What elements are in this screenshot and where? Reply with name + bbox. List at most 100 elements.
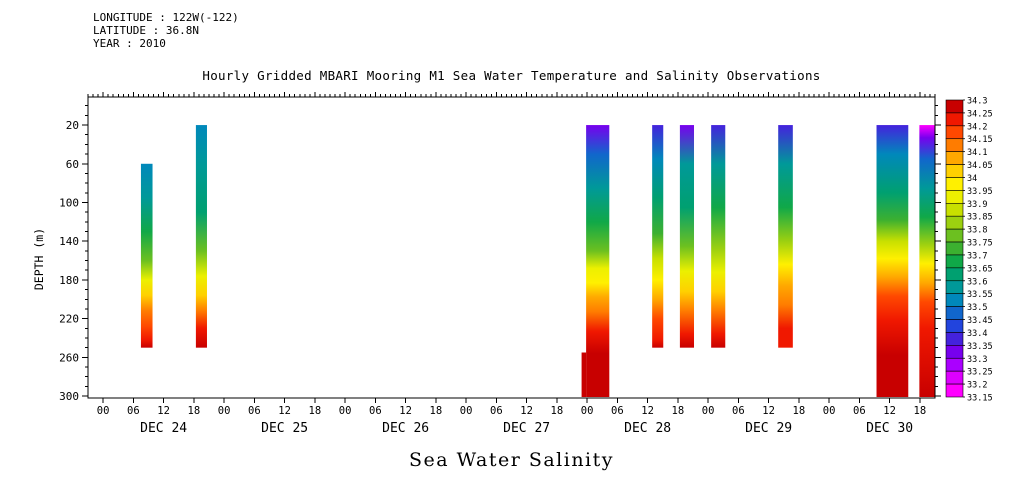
day-label: DEC 30 bbox=[866, 421, 913, 436]
depth-tick-label: 260 bbox=[59, 351, 79, 364]
hour-tick-label: 06 bbox=[732, 405, 745, 417]
colorbar-cell bbox=[945, 112, 964, 127]
depth-tick-label: 140 bbox=[59, 235, 79, 248]
plot-title: Hourly Gridded MBARI Mooring M1 Sea Wate… bbox=[202, 68, 821, 83]
colorbar-label: 34.15 bbox=[967, 135, 993, 145]
colorbar-label: 33.65 bbox=[967, 264, 993, 274]
hour-tick-label: 00 bbox=[823, 405, 836, 417]
depth-tick-label: 300 bbox=[59, 390, 79, 403]
colorbar-label: 33.55 bbox=[967, 290, 993, 300]
data-column bbox=[140, 163, 153, 348]
colorbar-label: 33.9 bbox=[967, 200, 987, 210]
colorbar-label: 33.4 bbox=[967, 329, 987, 339]
hour-tick-label: 18 bbox=[309, 405, 322, 417]
colorbar-label: 33.15 bbox=[967, 394, 993, 404]
depth-tick-label: 20 bbox=[66, 119, 79, 132]
hour-tick-label: 00 bbox=[460, 405, 473, 417]
hour-tick-label: 18 bbox=[188, 405, 201, 417]
hour-tick-label: 00 bbox=[581, 405, 594, 417]
hour-tick-label: 12 bbox=[762, 405, 775, 417]
data-column bbox=[581, 352, 587, 398]
hour-tick-label: 00 bbox=[97, 405, 110, 417]
colorbar-cell bbox=[945, 215, 964, 230]
data-column bbox=[586, 125, 610, 398]
colorbar-label: 33.35 bbox=[967, 342, 993, 352]
colorbar-cell bbox=[945, 306, 964, 320]
hour-tick-label: 18 bbox=[914, 405, 927, 417]
colorbar-cell bbox=[945, 151, 964, 165]
colorbar-label: 33.2 bbox=[967, 381, 987, 391]
day-label: DEC 27 bbox=[503, 421, 550, 436]
data-column bbox=[778, 125, 793, 348]
hour-tick-label: 06 bbox=[853, 405, 866, 417]
colorbar-cell bbox=[945, 332, 964, 346]
hour-tick-label: 18 bbox=[793, 405, 806, 417]
colorbar-cell bbox=[945, 164, 964, 178]
hour-tick-label: 06 bbox=[611, 405, 624, 417]
plot-box bbox=[87, 96, 936, 399]
day-label: DEC 26 bbox=[382, 421, 429, 436]
hour-tick-label: 00 bbox=[339, 405, 352, 417]
data-column bbox=[919, 125, 935, 398]
depth-tick-label: 180 bbox=[59, 274, 79, 287]
colorbar-cell bbox=[945, 383, 964, 398]
colorbar-cell bbox=[945, 177, 964, 191]
colorbar-label: 33.7 bbox=[967, 251, 987, 261]
hour-tick-label: 06 bbox=[127, 405, 140, 417]
colorbar-label: 33.85 bbox=[967, 213, 993, 223]
colorbar-cell bbox=[945, 280, 964, 294]
colorbar-cell bbox=[945, 138, 964, 152]
day-label: DEC 29 bbox=[745, 421, 792, 436]
depth-tick-label: 220 bbox=[59, 313, 79, 326]
colorbar-cell bbox=[945, 370, 964, 385]
hour-tick-label: 12 bbox=[520, 405, 533, 417]
colorbar-cell bbox=[945, 319, 964, 333]
colorbar-cell bbox=[945, 345, 964, 359]
colorbar-cell bbox=[945, 267, 964, 282]
hour-tick-label: 18 bbox=[551, 405, 564, 417]
hour-tick-label: 06 bbox=[369, 405, 382, 417]
colorbar-cell bbox=[945, 293, 964, 307]
hour-tick-label: 12 bbox=[641, 405, 654, 417]
colorbar-label: 34.05 bbox=[967, 161, 993, 171]
colorbar-cell bbox=[945, 254, 964, 269]
colorbar-cell bbox=[945, 190, 964, 204]
location-info: LONGITUDE : 122W(-122) LATITUDE : 36.8N … bbox=[93, 11, 239, 50]
longitude-text: LONGITUDE : 122W(-122) bbox=[93, 11, 239, 24]
colorbar-label: 34.1 bbox=[967, 148, 987, 158]
colorbar-label: 34.25 bbox=[967, 109, 993, 119]
colorbar-cell bbox=[945, 125, 964, 140]
hour-tick-label: 06 bbox=[490, 405, 503, 417]
colorbar-cell bbox=[945, 203, 964, 217]
colorbar-label: 33.25 bbox=[967, 368, 993, 378]
data-column bbox=[195, 125, 207, 348]
colorbar-cell bbox=[945, 241, 964, 256]
hour-tick-label: 00 bbox=[218, 405, 231, 417]
colorbar-cell bbox=[945, 99, 964, 114]
hour-tick-label: 12 bbox=[399, 405, 412, 417]
depth-tick-label: 60 bbox=[66, 158, 79, 171]
colorbar-label: 33.75 bbox=[967, 239, 993, 249]
data-column bbox=[652, 125, 664, 348]
depth-tick-label: 100 bbox=[59, 196, 79, 209]
colorbar-label: 34 bbox=[967, 174, 977, 184]
latitude-text: LATITUDE : 36.8N bbox=[93, 24, 199, 37]
hour-tick-label: 06 bbox=[248, 405, 261, 417]
day-label: DEC 28 bbox=[624, 421, 671, 436]
colorbar-label: 34.2 bbox=[967, 122, 987, 132]
colorbar-cell bbox=[945, 228, 964, 243]
colorbar-label: 33.45 bbox=[967, 316, 993, 326]
colorbar-label: 34.3 bbox=[967, 97, 987, 107]
hour-tick-label: 12 bbox=[157, 405, 170, 417]
day-label: DEC 25 bbox=[261, 421, 308, 436]
hour-tick-label: 12 bbox=[278, 405, 291, 417]
colorbar-label: 33.6 bbox=[967, 277, 987, 287]
data-column bbox=[876, 125, 909, 398]
day-label: DEC 24 bbox=[140, 421, 187, 436]
colorbar-label: 33.3 bbox=[967, 355, 987, 365]
hour-tick-label: 12 bbox=[883, 405, 896, 417]
year-text: YEAR : 2010 bbox=[93, 37, 166, 50]
hour-tick-label: 18 bbox=[672, 405, 685, 417]
data-column bbox=[711, 125, 726, 348]
